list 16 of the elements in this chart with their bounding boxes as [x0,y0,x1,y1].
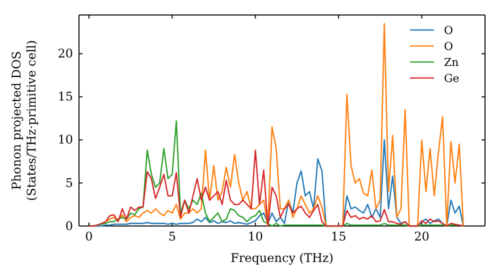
y-tick-label: 15 [58,90,73,104]
y-tick-label: 20 [58,46,73,61]
x-tick-label: 20 [414,230,430,244]
x-tick-label: 15 [330,230,346,244]
x-axis-title: Frequency (THz) [230,251,334,265]
y-tick-label: 10 [58,132,73,147]
legend-label: Zn [444,56,459,69]
x-tick-label: 0 [85,230,93,244]
legend-label: Ge [444,72,460,85]
legend-label: O [444,24,454,37]
y-axis-title: Phonon projected DOS (States/THz·primitive cell) [10,40,38,201]
x-tick-label: 10 [248,230,264,244]
y-tick-label: 0 [65,218,73,233]
y-tick-label: 5 [65,176,73,190]
legend-label: O [444,40,454,53]
x-tick-label: 5 [168,230,176,244]
